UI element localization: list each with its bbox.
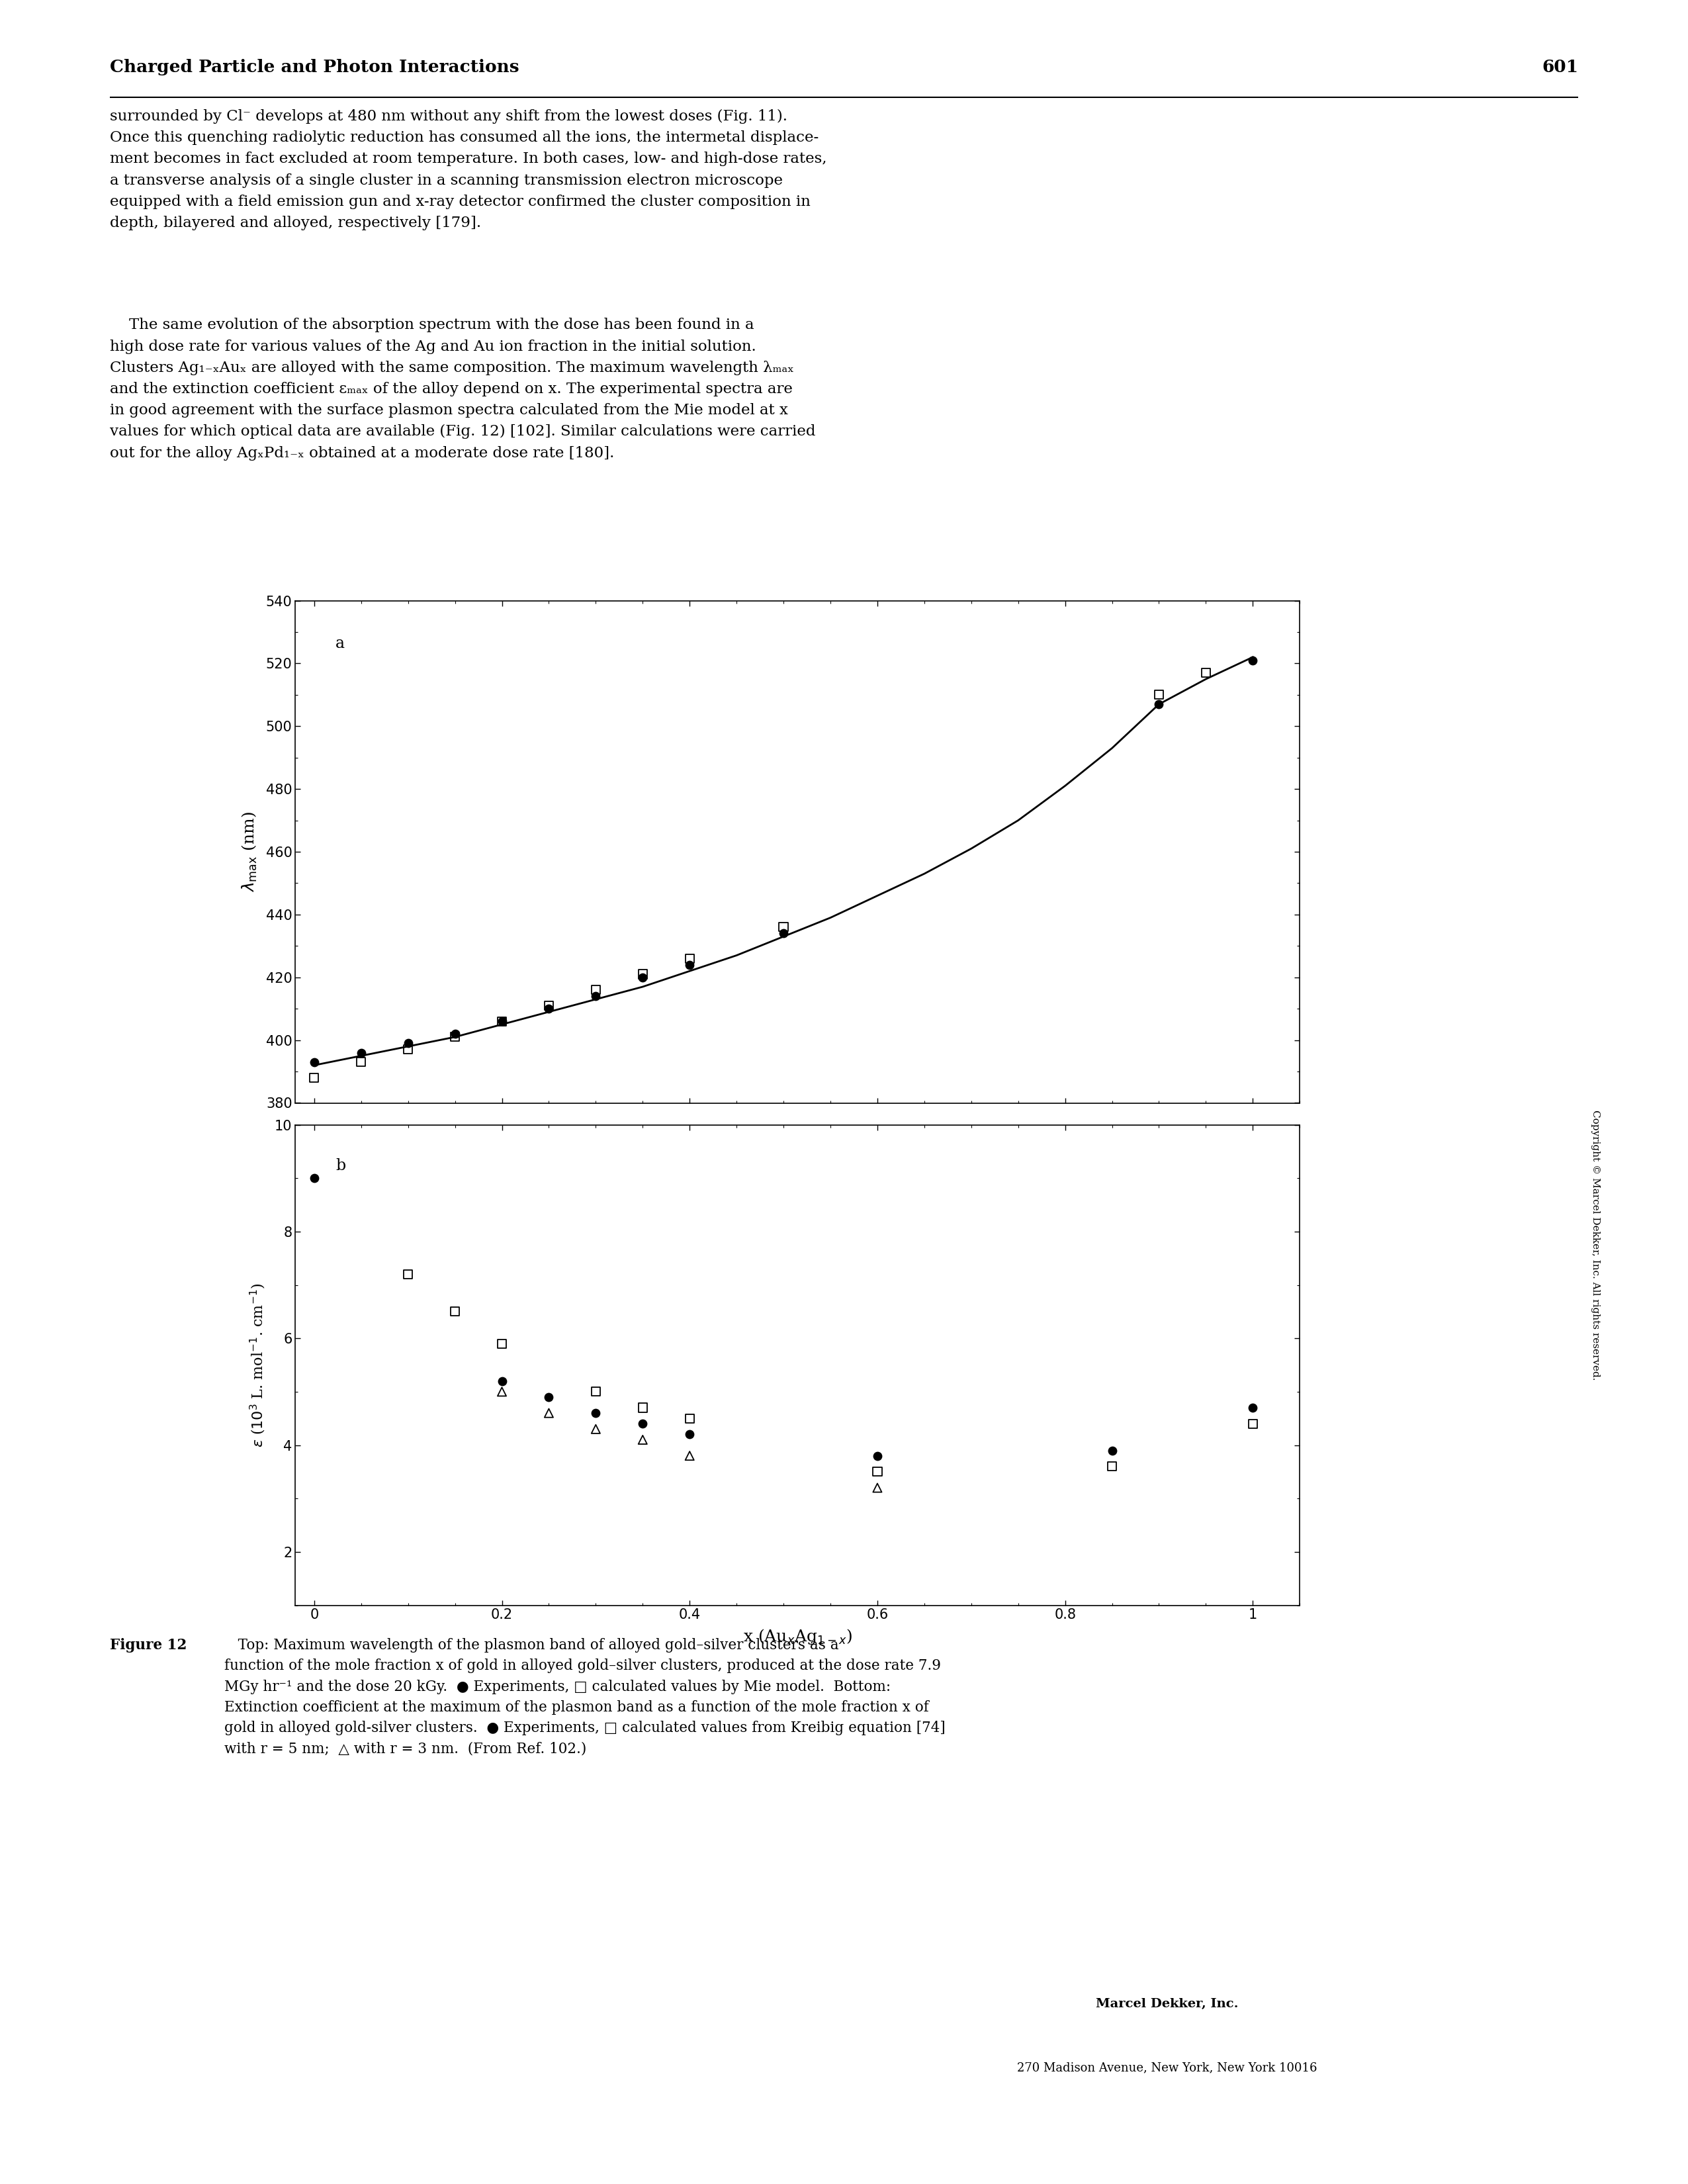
Text: Charged Particle and Photon Interactions: Charged Particle and Photon Interactions	[110, 59, 520, 74]
Point	[770, 909, 797, 943]
Point	[1239, 642, 1266, 677]
Point	[770, 915, 797, 950]
Point	[300, 1044, 327, 1079]
Text: b: b	[336, 1158, 346, 1173]
Point	[582, 978, 609, 1013]
Point	[488, 1326, 515, 1361]
Point	[677, 1400, 704, 1435]
Point	[630, 959, 657, 994]
Point	[864, 1439, 891, 1474]
Point	[535, 1396, 562, 1431]
Point	[535, 1380, 562, 1415]
Point	[864, 1470, 891, 1505]
Text: The same evolution of the absorption spectrum with the dose has been found in a
: The same evolution of the absorption spe…	[110, 319, 815, 461]
Point	[535, 992, 562, 1026]
Point	[1239, 1391, 1266, 1426]
Point	[488, 1005, 515, 1040]
Point	[488, 1363, 515, 1398]
Point	[582, 1411, 609, 1446]
Point	[488, 1005, 515, 1040]
Point	[348, 1035, 375, 1070]
Point	[300, 1160, 327, 1195]
Text: Marcel Dekker, Inc.: Marcel Dekker, Inc.	[1096, 1998, 1239, 2009]
Y-axis label: $\lambda_{\mathrm{max}}$ (nm): $\lambda_{\mathrm{max}}$ (nm)	[240, 812, 258, 891]
Point	[442, 1295, 469, 1330]
Text: Top: Maximum wavelength of the plasmon band of alloyed gold–silver clusters as a: Top: Maximum wavelength of the plasmon b…	[225, 1638, 945, 1756]
Point	[1239, 1406, 1266, 1441]
Point	[630, 1391, 657, 1426]
Point	[442, 1016, 469, 1051]
Point	[442, 1020, 469, 1055]
Point	[677, 941, 704, 976]
Point	[1146, 686, 1173, 721]
Point	[395, 1026, 422, 1061]
Point	[630, 1406, 657, 1441]
Point	[630, 1422, 657, 1457]
Text: 270 Madison Avenue, New York, New York 10016: 270 Madison Avenue, New York, New York 1…	[1018, 2062, 1317, 2073]
Point	[582, 1374, 609, 1409]
Point	[535, 987, 562, 1022]
Point	[582, 1396, 609, 1431]
Point	[1099, 1448, 1126, 1483]
Point	[1146, 677, 1173, 712]
Text: surrounded by Cl⁻ develops at 480 nm without any shift from the lowest doses (Fi: surrounded by Cl⁻ develops at 480 nm wit…	[110, 109, 827, 229]
Point	[677, 948, 704, 983]
X-axis label: x (Au$_x$Ag$_{1-x}$): x (Au$_x$Ag$_{1-x}$)	[743, 1627, 852, 1647]
Point	[630, 957, 657, 992]
Point	[488, 1374, 515, 1409]
Point	[1192, 655, 1219, 690]
Text: Copyright © Marcel Dekker, Inc. All rights reserved.: Copyright © Marcel Dekker, Inc. All righ…	[1590, 1109, 1600, 1380]
Y-axis label: $\varepsilon$ ($10^3$ L. mol$^{-1}$. cm$^{-1}$): $\varepsilon$ ($10^3$ L. mol$^{-1}$. cm$…	[248, 1282, 267, 1448]
Point	[395, 1033, 422, 1068]
Point	[1099, 1433, 1126, 1468]
Point	[300, 1059, 327, 1094]
Point	[395, 1256, 422, 1291]
Point	[864, 1455, 891, 1489]
Text: a: a	[336, 636, 344, 651]
Point	[582, 972, 609, 1007]
Text: 601: 601	[1541, 59, 1578, 74]
Point	[348, 1044, 375, 1079]
Text: Figure 12: Figure 12	[110, 1638, 187, 1653]
Point	[677, 1417, 704, 1452]
Point	[677, 1439, 704, 1474]
